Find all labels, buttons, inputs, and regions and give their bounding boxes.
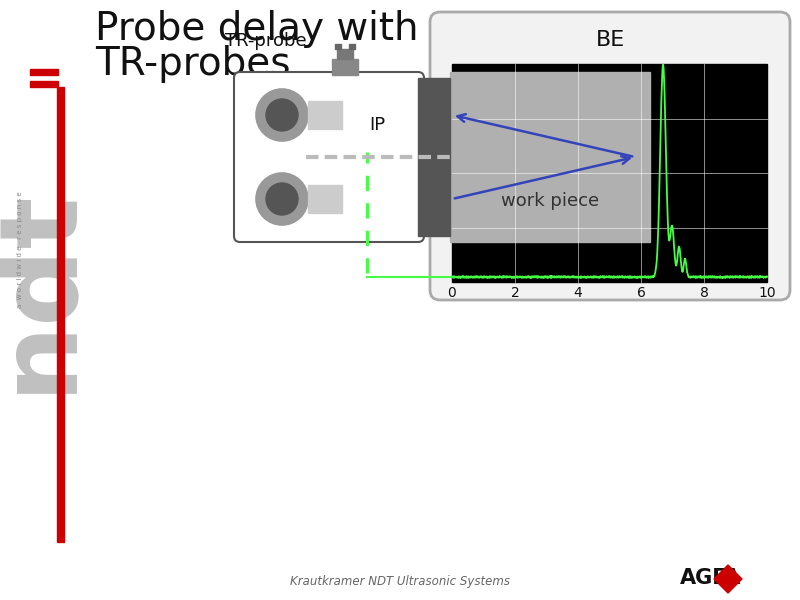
Circle shape <box>256 89 308 141</box>
Bar <box>30 81 58 87</box>
Text: IP: IP <box>369 116 385 134</box>
Text: 2: 2 <box>510 286 519 300</box>
Bar <box>337 49 353 59</box>
Bar <box>335 44 341 49</box>
Text: Krautkramer NDT Ultrasonic Systems: Krautkramer NDT Ultrasonic Systems <box>290 575 510 588</box>
Circle shape <box>256 173 308 225</box>
Text: 0: 0 <box>448 286 456 300</box>
Bar <box>452 64 767 282</box>
Text: Probe delay with: Probe delay with <box>95 10 418 48</box>
Circle shape <box>266 183 298 215</box>
Bar <box>418 78 450 236</box>
Bar <box>308 185 342 213</box>
Bar <box>349 44 355 49</box>
Bar <box>57 87 64 542</box>
Text: TR-probes: TR-probes <box>95 45 290 83</box>
Text: AGFA: AGFA <box>680 568 742 588</box>
Bar <box>450 72 650 242</box>
Text: 10: 10 <box>758 286 776 300</box>
Bar <box>332 59 358 75</box>
Text: BE: BE <box>595 30 625 50</box>
Text: a  w o r l d w i d e   r e s p o n s e: a w o r l d w i d e r e s p o n s e <box>17 191 23 308</box>
Bar <box>308 101 342 129</box>
Text: 4: 4 <box>574 286 582 300</box>
FancyBboxPatch shape <box>234 72 424 242</box>
Polygon shape <box>714 565 742 593</box>
Circle shape <box>266 99 298 131</box>
FancyBboxPatch shape <box>430 12 790 300</box>
Text: work piece: work piece <box>501 192 599 210</box>
Text: ndt: ndt <box>0 187 91 393</box>
Bar <box>30 69 58 75</box>
Text: 8: 8 <box>699 286 709 300</box>
Text: 6: 6 <box>637 286 646 300</box>
Text: TR-probe: TR-probe <box>225 32 306 50</box>
